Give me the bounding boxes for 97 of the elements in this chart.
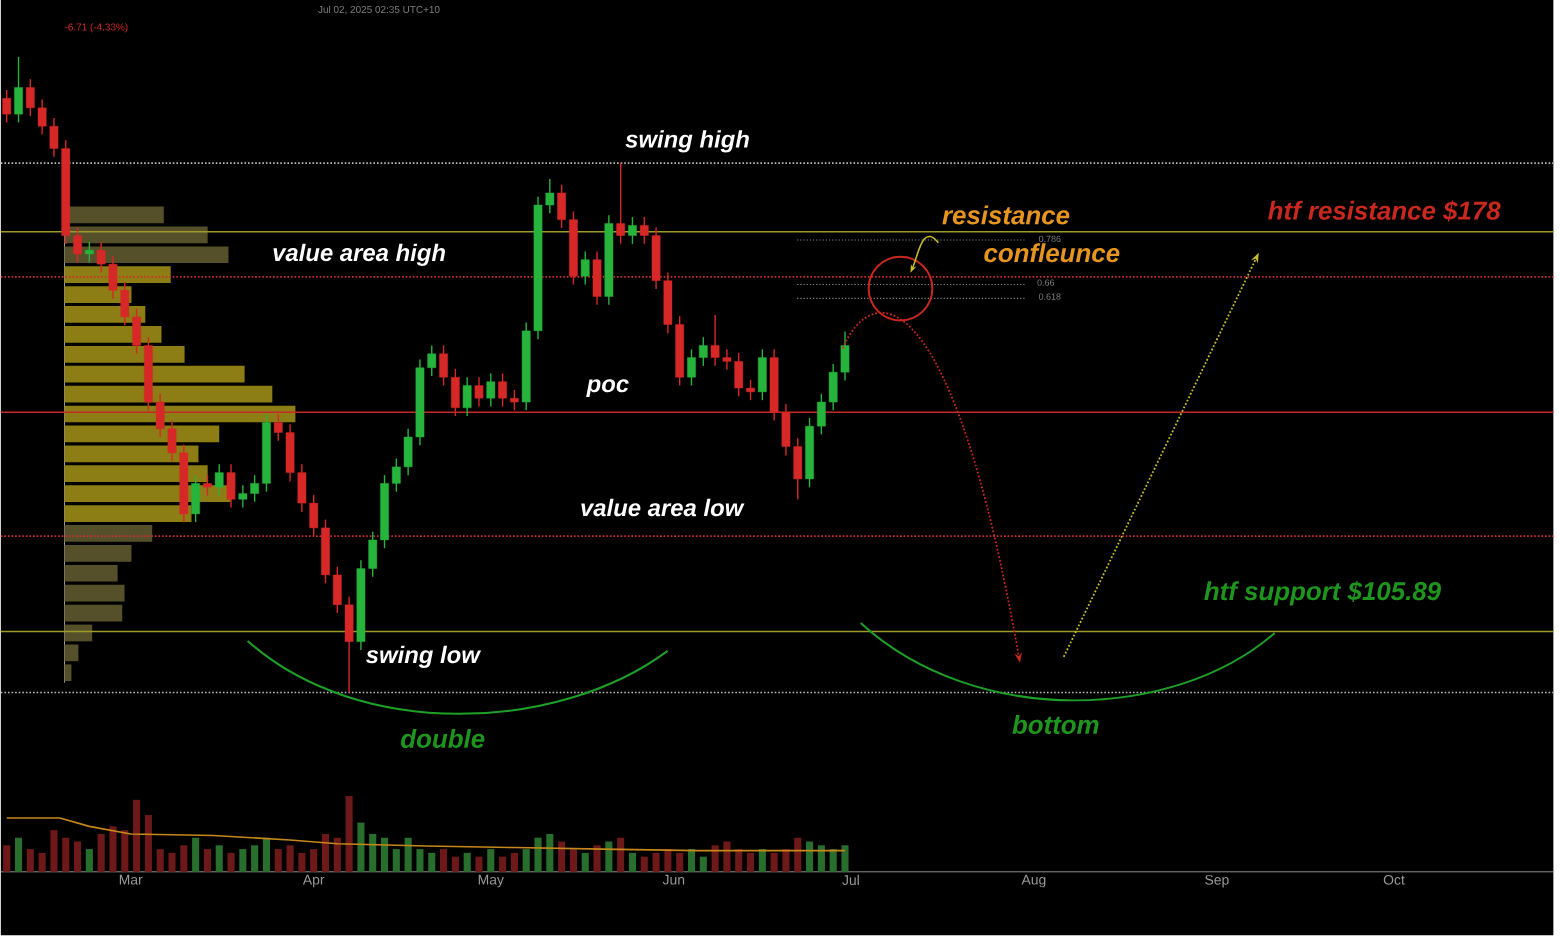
bar (333, 837, 341, 873)
bar (782, 849, 790, 873)
annotation: resistance (942, 205, 1070, 225)
bar (475, 856, 483, 873)
bar (558, 841, 566, 873)
bar (451, 856, 459, 873)
candlestick (580, 250, 590, 286)
candlestick (462, 376, 472, 417)
bar (156, 849, 164, 873)
bar (262, 837, 271, 873)
bar (62, 837, 70, 873)
bar (687, 849, 696, 873)
bar (652, 853, 660, 873)
candlestick (628, 216, 637, 245)
ref-line-label: poc (586, 379, 629, 398)
bar (239, 849, 247, 873)
bar (380, 837, 389, 873)
bar (144, 815, 152, 873)
bar (109, 826, 117, 873)
bar (286, 845, 294, 873)
bar (97, 834, 105, 873)
bar (357, 822, 365, 873)
bar (321, 834, 330, 873)
bar (758, 849, 766, 873)
bar (534, 837, 542, 873)
bar (345, 796, 353, 873)
bar (640, 856, 648, 873)
bar (581, 853, 589, 873)
ref-line-label: swing low (366, 645, 482, 669)
bar (274, 849, 282, 873)
bar (192, 837, 200, 873)
annotation: confleunce (984, 243, 1120, 263)
bar (404, 837, 412, 873)
text: double (401, 729, 485, 749)
bar (499, 856, 507, 873)
bar (168, 853, 176, 873)
bar (227, 853, 235, 873)
bar (74, 841, 82, 873)
bar (699, 856, 707, 873)
ref-line-label: htf support $105.89 (1204, 581, 1441, 606)
bar (50, 830, 58, 873)
candlestick (758, 348, 767, 402)
bar (133, 800, 141, 873)
text: bottom (1012, 715, 1099, 735)
bar (203, 849, 211, 873)
bar (215, 845, 223, 873)
candlestick (616, 162, 625, 245)
bar (569, 849, 577, 873)
bar (593, 845, 601, 873)
bar (463, 853, 471, 873)
bar (723, 841, 731, 873)
bar (510, 853, 518, 873)
bar (428, 853, 436, 873)
candlestick (14, 56, 23, 124)
bar (522, 849, 530, 873)
bar (14, 837, 23, 873)
bar (735, 849, 743, 873)
bar (628, 853, 637, 873)
ref-line-label: htf resistance $178 (1268, 200, 1501, 222)
bar (676, 853, 684, 873)
candlestick (191, 474, 200, 524)
bar (617, 837, 625, 873)
bar (298, 853, 306, 873)
bar (310, 849, 318, 873)
bar (841, 845, 849, 873)
bar (85, 849, 93, 873)
bar (806, 841, 814, 873)
bar (121, 830, 129, 873)
bar (817, 845, 825, 873)
ref-line-label: value area low (581, 499, 745, 517)
bar (38, 853, 46, 873)
ref-line-label: swing high (625, 130, 749, 153)
ref-line-label: value area high (273, 243, 446, 267)
candlestick (85, 241, 94, 264)
candlestick (214, 463, 224, 497)
bar (487, 849, 495, 873)
bar (440, 849, 448, 873)
bar (711, 845, 719, 873)
bar (829, 849, 837, 873)
bar (3, 845, 11, 873)
bar (605, 841, 613, 873)
bar (664, 849, 672, 873)
bar (251, 845, 259, 873)
candlestick (474, 376, 484, 408)
bar (794, 837, 802, 873)
candlestick (203, 474, 212, 497)
bar (369, 834, 377, 873)
bar (392, 849, 400, 873)
candlestick (2, 89, 12, 124)
candlestick (486, 373, 496, 408)
bar (746, 853, 755, 873)
bar (416, 849, 424, 873)
bar (180, 845, 188, 873)
bar (770, 853, 778, 873)
bar (546, 834, 554, 873)
candlestick (226, 463, 236, 509)
bar (26, 849, 34, 873)
